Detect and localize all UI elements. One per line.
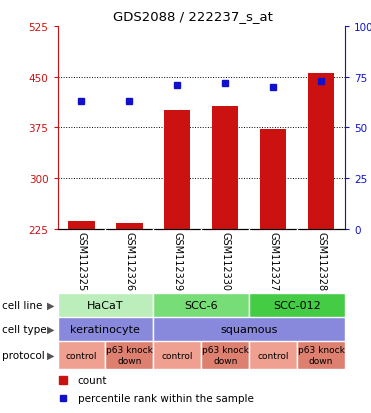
Text: p63 knock
down: p63 knock down bbox=[202, 346, 249, 365]
Bar bbox=[116, 224, 142, 229]
Text: control: control bbox=[161, 351, 193, 360]
Bar bbox=[58, 293, 153, 317]
Bar bbox=[58, 317, 153, 341]
Text: GSM112326: GSM112326 bbox=[124, 232, 134, 291]
Text: keratinocyte: keratinocyte bbox=[70, 324, 140, 334]
Text: SCC-012: SCC-012 bbox=[273, 300, 321, 310]
Text: SCC-6: SCC-6 bbox=[184, 300, 218, 310]
Text: GDS2088 / 222237_s_at: GDS2088 / 222237_s_at bbox=[113, 10, 273, 23]
Text: control: control bbox=[257, 351, 289, 360]
Text: count: count bbox=[78, 375, 107, 385]
Text: ▶: ▶ bbox=[47, 324, 55, 334]
Bar bbox=[249, 293, 345, 317]
Text: p63 knock
down: p63 knock down bbox=[298, 346, 345, 365]
Bar bbox=[153, 317, 345, 341]
Text: p63 knock
down: p63 knock down bbox=[106, 346, 153, 365]
Text: GSM112329: GSM112329 bbox=[172, 232, 182, 291]
Bar bbox=[105, 341, 153, 369]
Text: GSM112330: GSM112330 bbox=[220, 232, 230, 291]
Text: squamous: squamous bbox=[220, 324, 278, 334]
Bar bbox=[212, 107, 239, 229]
Text: control: control bbox=[66, 351, 97, 360]
Bar bbox=[164, 111, 190, 229]
Bar bbox=[201, 341, 249, 369]
Bar bbox=[58, 341, 105, 369]
Text: GSM112328: GSM112328 bbox=[316, 232, 326, 291]
Text: cell type: cell type bbox=[2, 324, 46, 334]
Bar bbox=[153, 293, 249, 317]
Bar bbox=[68, 221, 95, 229]
Text: ▶: ▶ bbox=[47, 300, 55, 310]
Bar bbox=[297, 341, 345, 369]
Bar bbox=[260, 130, 286, 229]
Text: cell line: cell line bbox=[2, 300, 42, 310]
Text: GSM112327: GSM112327 bbox=[268, 232, 278, 291]
Bar bbox=[308, 74, 334, 229]
Text: protocol: protocol bbox=[2, 350, 45, 360]
Bar bbox=[153, 341, 201, 369]
Text: GSM112325: GSM112325 bbox=[76, 232, 86, 291]
Bar bbox=[249, 341, 297, 369]
Text: percentile rank within the sample: percentile rank within the sample bbox=[78, 393, 253, 403]
Text: HaCaT: HaCaT bbox=[87, 300, 124, 310]
Text: ▶: ▶ bbox=[47, 350, 55, 360]
